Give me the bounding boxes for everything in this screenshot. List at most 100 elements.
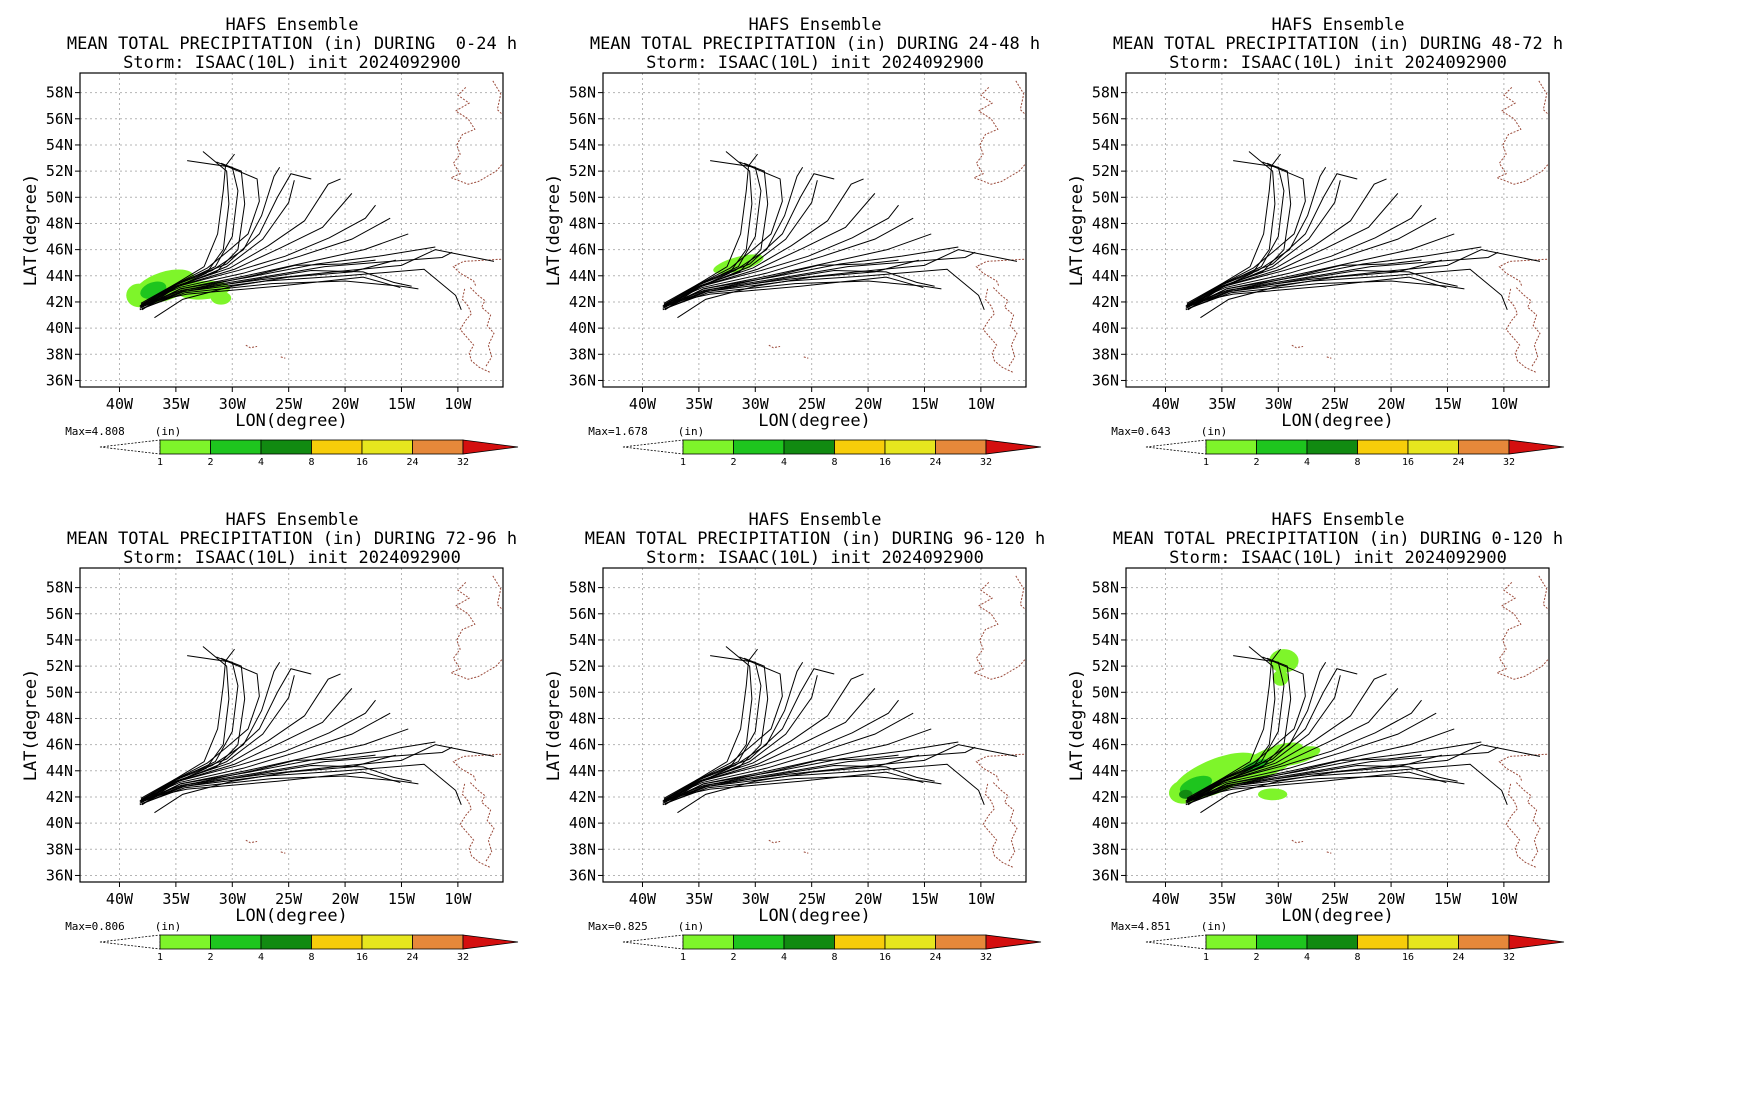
ensemble-track	[142, 744, 495, 801]
lat-tick-label: 50N	[46, 683, 73, 701]
colorbar-units: (in)	[155, 920, 182, 933]
ensemble-track	[140, 712, 391, 801]
lat-tick-label: 58N	[569, 84, 596, 102]
x-axis-label: LON(degree)	[235, 906, 348, 926]
colorbar-level-label: 8	[1354, 952, 1360, 963]
lat-tick-label: 46N	[46, 736, 73, 754]
panel-suptitle: HAFS Ensemble	[748, 15, 882, 35]
colorbar-under-triangle	[99, 439, 161, 455]
lat-tick-label: 44N	[569, 762, 596, 780]
coastline	[1505, 288, 1537, 374]
ensemble-track	[663, 161, 783, 306]
colorbar-level-label: 24	[1452, 457, 1464, 468]
coastline	[452, 753, 503, 782]
lon-tick-label: 35W	[685, 890, 713, 908]
y-axis-label: LAT(degree)	[21, 174, 41, 287]
ensemble-track	[141, 775, 419, 804]
colorbar-segment	[1205, 934, 1257, 950]
colorbar-level-label: 8	[831, 457, 837, 468]
ensemble-track	[663, 217, 914, 306]
ensemble-track	[141, 280, 419, 309]
coastline	[1498, 753, 1549, 782]
colorbar-level-label: 32	[457, 457, 469, 468]
lat-tick-label: 38N	[46, 345, 73, 363]
panel-suptitle: HAFS Ensemble	[225, 15, 359, 35]
colorbar-segment	[935, 934, 987, 950]
colorbar-level-label: 2	[1253, 457, 1259, 468]
colorbar-level-label: 4	[1304, 952, 1310, 963]
ensemble-track	[1186, 217, 1437, 306]
ensemble-track	[1188, 178, 1387, 307]
lon-tick-label: 10W	[1490, 395, 1518, 413]
colorbar-under-triangle	[622, 934, 684, 950]
ensemble-track	[663, 656, 783, 801]
ensemble-track	[140, 161, 260, 306]
map-svg: 40W 35W 30W 25W 20W 15W 10W 58N 56N 54N 52N 50N 48N 4…	[21, 567, 519, 963]
coastline	[1495, 582, 1549, 680]
panel-suptitle: HAFS Ensemble	[225, 510, 359, 530]
colorbar-level-label: 2	[207, 952, 213, 963]
map-panel: HAFS Ensemble MEAN TOTAL PRECIPITATION (i…	[523, 495, 1107, 1049]
ensemble-track	[144, 276, 401, 304]
lat-tick-label: 38N	[569, 345, 596, 363]
plot-area	[139, 575, 503, 869]
ensemble-track	[1190, 259, 1422, 307]
ensemble-track	[1186, 712, 1437, 801]
ensemble-track	[144, 754, 376, 802]
colorbar-level-label: 32	[980, 952, 992, 963]
lat-tick-label: 40N	[46, 814, 73, 832]
plot-frame	[1125, 72, 1550, 388]
lat-tick-label: 48N	[569, 214, 596, 232]
lat-tick-label: 56N	[46, 110, 73, 128]
panel-suptitle: HAFS Ensemble	[1271, 510, 1405, 530]
ensemble-track	[140, 656, 260, 801]
lat-tick-label: 54N	[569, 631, 596, 649]
colorbar-level-label: 2	[730, 457, 736, 468]
lon-tick-label: 40W	[1152, 395, 1180, 413]
colorbar-segment	[361, 934, 413, 950]
plot-area	[1168, 575, 1549, 869]
coastline	[492, 575, 503, 611]
storm-line: Storm: ISAAC(10L) init 2024092900	[1169, 548, 1507, 568]
ensemble-track	[667, 259, 899, 307]
lat-tick-label: 38N	[1092, 840, 1119, 858]
lat-tick-label: 36N	[46, 866, 73, 884]
colorbar-segment	[159, 934, 211, 950]
colorbar-level-label: 1	[680, 952, 686, 963]
coastline	[459, 783, 491, 869]
lat-tick-label: 48N	[46, 214, 73, 232]
coastline	[975, 258, 1026, 287]
colorbar-units: (in)	[155, 425, 182, 438]
lat-tick-label: 58N	[46, 579, 73, 597]
lat-tick-label: 42N	[1092, 788, 1119, 806]
lon-tick-label: 40W	[106, 395, 134, 413]
ensemble-track	[665, 178, 864, 307]
colorbar-level-label: 8	[1354, 457, 1360, 468]
ensemble-track	[677, 259, 919, 319]
colorbar-level-label: 24	[1452, 952, 1464, 963]
coastline	[803, 356, 809, 359]
ensemble-track	[664, 204, 899, 308]
colorbar-level-label: 8	[308, 457, 314, 468]
storm-line: Storm: ISAAC(10L) init 2024092900	[123, 548, 461, 568]
precip-area	[210, 291, 232, 305]
ensemble-track	[663, 712, 914, 801]
ensemble-track	[1186, 173, 1358, 304]
ensemble-track	[141, 699, 376, 803]
lat-tick-label: 42N	[1092, 293, 1119, 311]
ensemble-track	[665, 249, 1018, 306]
ensemble-track	[139, 270, 412, 311]
ensemble-track	[1187, 280, 1465, 309]
coastline	[492, 80, 503, 116]
precip-area	[713, 254, 764, 274]
coastline	[459, 288, 491, 374]
ensemble-track	[1186, 668, 1358, 799]
colorbar-segment	[1205, 439, 1257, 455]
lat-tick-label: 52N	[46, 162, 73, 180]
ensemble-track	[1190, 754, 1422, 802]
lon-tick-label: 35W	[1208, 890, 1236, 908]
colorbar-segment	[1407, 934, 1459, 950]
coastline	[245, 344, 258, 349]
lon-tick-label: 10W	[967, 890, 995, 908]
lat-tick-label: 40N	[1092, 814, 1119, 832]
